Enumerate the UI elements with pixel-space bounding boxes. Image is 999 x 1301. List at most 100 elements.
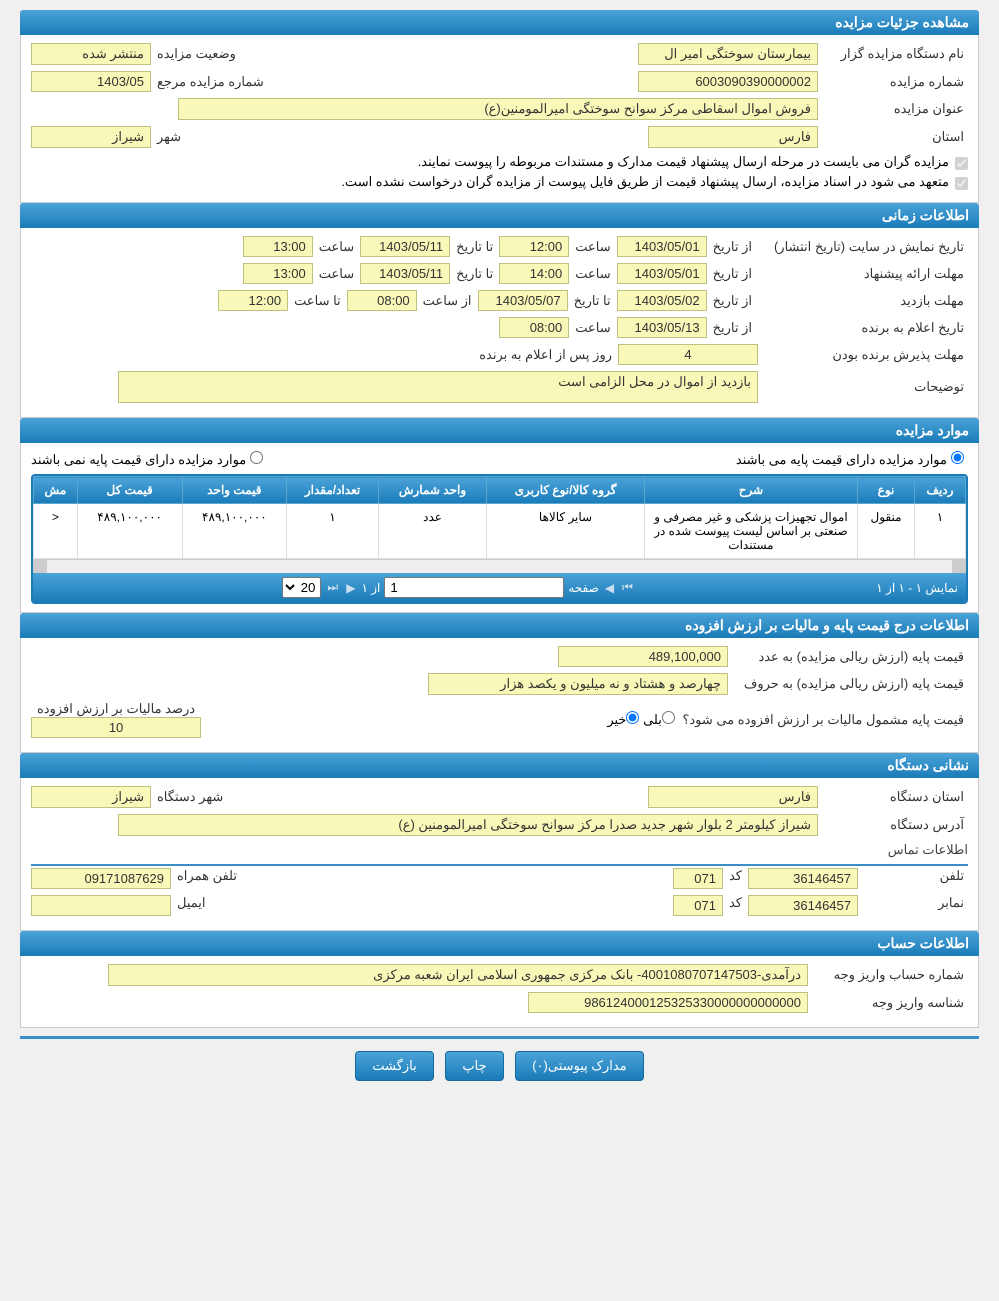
ref-no-label: شماره مزایده مرجع bbox=[151, 74, 270, 90]
section-header-account: اطلاعات حساب bbox=[20, 931, 979, 956]
section-body-account: شماره حساب واریز وجه درآمدی-400108070714… bbox=[20, 956, 979, 1028]
pager-size-select[interactable]: 20 bbox=[282, 577, 321, 598]
status-value: منتشر شده bbox=[31, 43, 151, 65]
pager-page-input[interactable] bbox=[384, 577, 564, 598]
fax-label: نمابر bbox=[858, 895, 968, 916]
vat-pct: 10 bbox=[31, 717, 201, 738]
check-docs-label: مزایده گران می بایست در مرحله ارسال پیشن… bbox=[31, 154, 949, 170]
status-label: وضعیت مزایده bbox=[151, 46, 242, 62]
price-word-label: قیمت پایه (ارزش ریالی مزایده) به حروف bbox=[728, 676, 968, 692]
bid-to: 1403/05/11 bbox=[360, 263, 450, 284]
org-city: شیراز bbox=[31, 786, 151, 808]
accept-suffix: روز پس از اعلام به برنده bbox=[473, 347, 618, 363]
section-body-org: استان دستگاه فارس شهر دستگاه شیراز آدرس … bbox=[20, 778, 979, 931]
desc-label: توضیحات bbox=[758, 379, 968, 395]
tel-value: 36146457 bbox=[748, 868, 858, 889]
table-header: قیمت کل bbox=[77, 477, 182, 504]
section-header-items: موارد مزایده bbox=[20, 418, 979, 443]
auction-no-value: 6003090390000002 bbox=[638, 71, 818, 92]
table-header: نوع bbox=[858, 477, 915, 504]
radio-no-base[interactable]: موارد مزایده دارای قیمت پایه نمی باشند bbox=[31, 451, 267, 468]
table-cell: ۴۸۹,۱۰۰,۰۰۰ bbox=[182, 504, 287, 559]
accept-days: 4 bbox=[618, 344, 758, 365]
visit-from: 1403/05/02 bbox=[617, 290, 707, 311]
visit-hour2: 12:00 bbox=[218, 290, 288, 311]
vat-pct-label: درصد مالیات بر ارزش افزوده bbox=[31, 701, 201, 717]
items-table-wrap: ردیفنوعشرحگروه کالا/نوع کاربریواحد شمارش… bbox=[31, 474, 968, 604]
publish-label: تاریخ نمایش در سایت (تاریخ انتشار) bbox=[758, 239, 968, 255]
check-commit-label: متعهد می شود در اسناد مزایده، ارسال پیشن… bbox=[31, 174, 949, 190]
hour-label: ساعت bbox=[569, 239, 616, 255]
org-value: بیمارستان سوختگی امیر ال bbox=[638, 43, 818, 65]
vat-no[interactable]: خیر bbox=[607, 712, 639, 727]
mobile-value: 09171087629 bbox=[31, 868, 171, 889]
vat-question: قیمت پایه مشمول مالیات بر ارزش افزوده می… bbox=[678, 712, 968, 728]
check-commit bbox=[955, 177, 968, 190]
button-bar: مدارک پیوستی(۰) چاپ بازگشت bbox=[20, 1036, 979, 1093]
attachments-button[interactable]: مدارک پیوستی(۰) bbox=[515, 1051, 644, 1081]
province-value: فارس bbox=[648, 126, 818, 148]
table-header: قیمت واحد bbox=[182, 477, 287, 504]
pager-next-icon[interactable]: ▶ bbox=[344, 581, 357, 595]
org-addr: شیراز کیلومتر 2 بلوار شهر جدید صدرا مرکز… bbox=[118, 814, 818, 836]
pager-display: نمایش ۱ - ۱ از ۱ bbox=[876, 581, 958, 595]
horizontal-scrollbar[interactable] bbox=[33, 559, 966, 573]
table-row[interactable]: ۱منقولاموال تجهیزات پزشکی و غیر مصرفی و … bbox=[34, 504, 966, 559]
announce-label: تاریخ اعلام به برنده bbox=[758, 320, 968, 336]
table-cell: ۴۸۹,۱۰۰,۰۰۰ bbox=[77, 504, 182, 559]
table-cell: ۱ bbox=[287, 504, 379, 559]
pager-page-label: صفحه bbox=[568, 581, 598, 595]
table-cell: عدد bbox=[378, 504, 486, 559]
email-label: ایمیل bbox=[171, 895, 212, 916]
tel-label: تلفن bbox=[858, 868, 968, 889]
visit-hour1: 08:00 bbox=[347, 290, 417, 311]
section-header-details: مشاهده جزئیات مزایده bbox=[20, 10, 979, 35]
fax-code: 071 bbox=[673, 895, 723, 916]
bid-label: مهلت ارائه پیشنهاد bbox=[758, 266, 968, 282]
table-cell: اموال تجهیزات پزشکی و غیر مصرفی و صنعتی … bbox=[644, 504, 857, 559]
publish-hour1: 12:00 bbox=[499, 236, 569, 257]
table-header: گروه کالا/نوع کاربری bbox=[487, 477, 645, 504]
price-num: 489,100,000 bbox=[558, 646, 728, 667]
back-button[interactable]: بازگشت bbox=[355, 1051, 433, 1081]
announce-date: 1403/05/13 bbox=[617, 317, 707, 338]
title-label: عنوان مزایده bbox=[818, 101, 968, 117]
section-header-time: اطلاعات زمانی bbox=[20, 203, 979, 228]
mobile-label: تلفن همراه bbox=[171, 868, 243, 889]
bid-hour1: 14:00 bbox=[499, 263, 569, 284]
radio-has-base[interactable]: موارد مزایده دارای قیمت پایه می باشند bbox=[736, 451, 968, 468]
desc-value: بازدید از اموال در محل الزامی است bbox=[118, 371, 758, 403]
table-cell: ۱ bbox=[914, 504, 965, 559]
price-num-label: قیمت پایه (ارزش ریالی مزایده) به عدد bbox=[728, 649, 968, 665]
section-body-price: قیمت پایه (ارزش ریالی مزایده) به عدد 489… bbox=[20, 638, 979, 753]
section-body-details: نام دستگاه مزایده گزار بیمارستان سوختگی … bbox=[20, 35, 979, 203]
pager-first-icon[interactable]: ⏮ bbox=[620, 580, 635, 595]
fax-code-label: کد bbox=[723, 895, 748, 916]
city-value: شیراز bbox=[31, 126, 151, 148]
visit-to: 1403/05/07 bbox=[478, 290, 568, 311]
accid-value: 986124000125325330000000000000 bbox=[528, 992, 808, 1013]
publish-hour2: 13:00 bbox=[243, 236, 313, 257]
table-cell: < bbox=[34, 504, 78, 559]
ref-no-value: 1403/05 bbox=[31, 71, 151, 92]
accept-label: مهلت پذیرش برنده بودن bbox=[758, 347, 968, 363]
bid-hour2: 13:00 bbox=[243, 263, 313, 284]
table-header: شرح bbox=[644, 477, 857, 504]
org-label: نام دستگاه مزایده گزار bbox=[818, 46, 968, 62]
org-prov-label: استان دستگاه bbox=[818, 789, 968, 805]
table-header: ردیف bbox=[914, 477, 965, 504]
table-cell: سایر کالاها bbox=[487, 504, 645, 559]
table-cell: منقول bbox=[858, 504, 915, 559]
tel-code-label: کد bbox=[723, 868, 748, 889]
city-label: شهر bbox=[151, 129, 187, 145]
vat-yes[interactable]: بلی bbox=[643, 712, 675, 727]
acc-label: شماره حساب واریز وجه bbox=[808, 967, 968, 983]
print-button[interactable]: چاپ bbox=[445, 1051, 503, 1081]
section-header-price: اطلاعات درج قیمت پایه و مالیات بر ارزش ا… bbox=[20, 613, 979, 638]
price-word: چهارصد و هشتاد و نه میلیون و یکصد هزار bbox=[428, 673, 728, 695]
pager-last-icon[interactable]: ⏭ bbox=[325, 580, 340, 595]
publish-to: 1403/05/11 bbox=[360, 236, 450, 257]
province-label: استان bbox=[818, 129, 968, 145]
contact-title: اطلاعات تماس bbox=[31, 842, 968, 858]
pager-prev-icon[interactable]: ◀ bbox=[603, 581, 616, 595]
